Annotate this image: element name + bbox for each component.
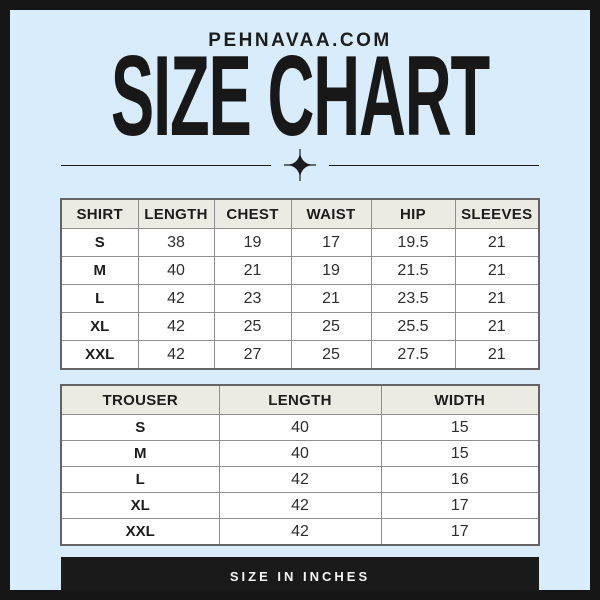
- table-row: XXL 42 27 25 27.5 21: [60, 340, 540, 370]
- trouser-size-table: TROUSER LENGTH WIDTH S 40 15 M 40 15 L: [60, 384, 540, 546]
- value-cell: 21: [454, 228, 540, 257]
- table-row: XL 42 25 25 25.5 21: [60, 312, 540, 341]
- value-cell: 42: [137, 284, 215, 313]
- value-cell: 21: [454, 312, 540, 341]
- size-cell: S: [60, 414, 220, 441]
- size-cell: S: [60, 228, 139, 257]
- value-cell: 25: [290, 340, 372, 370]
- table-row: M 40 15: [60, 440, 540, 467]
- trouser-header-row: TROUSER LENGTH WIDTH: [60, 384, 540, 415]
- value-cell: 17: [290, 228, 372, 257]
- size-cell: XXL: [60, 518, 220, 546]
- shirt-header-waist: WAIST: [290, 198, 372, 229]
- footer-note-label: SIZE IN INCHES: [229, 568, 371, 584]
- value-cell: 21: [213, 256, 292, 285]
- value-cell: 19: [213, 228, 292, 257]
- value-cell: 17: [380, 492, 540, 519]
- size-cell: XL: [60, 312, 139, 341]
- poster-background: PEHNAVAA.COM SIZE CHART SHIRT LENGTH: [10, 10, 590, 590]
- value-cell: 40: [218, 440, 382, 467]
- value-cell: 19: [290, 256, 372, 285]
- size-cell: M: [60, 440, 220, 467]
- shirt-header-sleeves: SLEEVES: [454, 198, 540, 229]
- value-cell: 23: [213, 284, 292, 313]
- trouser-header-length: LENGTH: [218, 384, 382, 415]
- shirt-header-row: SHIRT LENGTH CHEST WAIST HIP SLEEVES: [60, 198, 540, 229]
- value-cell: 42: [218, 492, 382, 519]
- value-cell: 21: [454, 340, 540, 370]
- value-cell: 27: [213, 340, 292, 370]
- value-cell: 42: [218, 466, 382, 493]
- value-cell: 42: [137, 340, 215, 370]
- site-name: PEHNAVAA.COM: [208, 30, 392, 51]
- value-cell: 16: [380, 466, 540, 493]
- value-cell: 25.5: [370, 312, 456, 341]
- value-cell: 40: [218, 414, 382, 441]
- footer-note: SIZE IN INCHES: [61, 557, 539, 590]
- value-cell: 25: [290, 312, 372, 341]
- value-cell: 21: [454, 284, 540, 313]
- value-cell: 17: [380, 518, 540, 546]
- divider-line-right: [329, 164, 539, 166]
- page-title: SIZE CHART: [10, 38, 590, 152]
- table-row: L 42 16: [60, 466, 540, 493]
- sparkle-icon: [284, 149, 316, 181]
- value-cell: 19.5: [370, 228, 456, 257]
- divider: [61, 148, 539, 182]
- shirt-header-shirt: SHIRT: [60, 198, 139, 229]
- size-cell: L: [60, 284, 139, 313]
- trouser-header-trouser: TROUSER: [60, 384, 220, 415]
- value-cell: 21.5: [370, 256, 456, 285]
- size-cell: L: [60, 466, 220, 493]
- trouser-header-width: WIDTH: [380, 384, 540, 415]
- value-cell: 23.5: [370, 284, 456, 313]
- divider-line-left: [61, 164, 271, 166]
- value-cell: 25: [213, 312, 292, 341]
- size-cell: XL: [60, 492, 220, 519]
- table-row: XL 42 17: [60, 492, 540, 519]
- table-row: L 42 23 21 23.5 21: [60, 284, 540, 313]
- table-row: S 38 19 17 19.5 21: [60, 228, 540, 257]
- value-cell: 42: [218, 518, 382, 546]
- shirt-header-length: LENGTH: [137, 198, 215, 229]
- table-row: XXL 42 17: [60, 518, 540, 546]
- shirt-size-table: SHIRT LENGTH CHEST WAIST HIP SLEEVES S 3…: [60, 198, 540, 370]
- value-cell: 27.5: [370, 340, 456, 370]
- value-cell: 21: [454, 256, 540, 285]
- size-cell: M: [60, 256, 139, 285]
- value-cell: 15: [380, 440, 540, 467]
- value-cell: 38: [137, 228, 215, 257]
- size-cell: XXL: [60, 340, 139, 370]
- table-row: S 40 15: [60, 414, 540, 441]
- shirt-header-chest: CHEST: [213, 198, 292, 229]
- shirt-header-hip: HIP: [370, 198, 456, 229]
- value-cell: 15: [380, 414, 540, 441]
- value-cell: 42: [137, 312, 215, 341]
- page-title-text: SIZE CHART: [110, 31, 490, 160]
- table-row: M 40 21 19 21.5 21: [60, 256, 540, 285]
- value-cell: 21: [290, 284, 372, 313]
- value-cell: 40: [137, 256, 215, 285]
